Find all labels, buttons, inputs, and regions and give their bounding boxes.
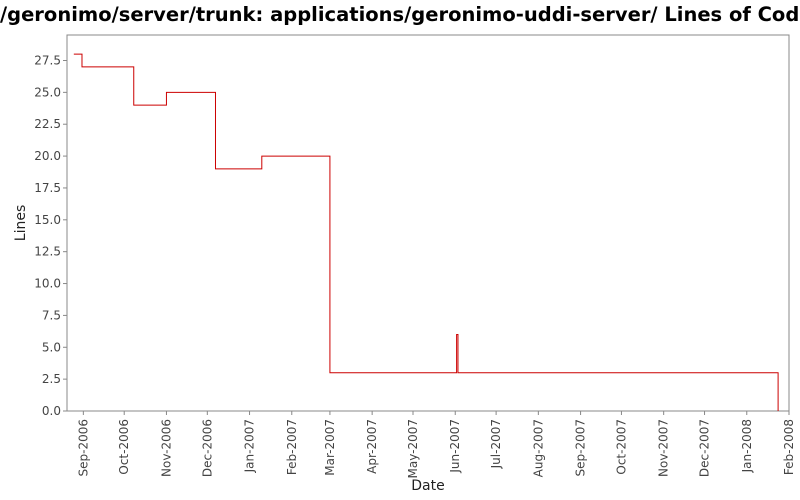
y-tick-label: 27.5 bbox=[34, 53, 61, 67]
y-tick-label: 25.0 bbox=[34, 85, 61, 99]
x-tick-label: Aug-2007 bbox=[531, 419, 545, 477]
y-tick-label: 20.0 bbox=[34, 149, 61, 163]
y-axis-ticks: 0.0 2.5 5.0 7.5 10.0 12.5 15.0 17.5 20.0 22.5 25.0… bbox=[34, 53, 67, 418]
series-line bbox=[73, 53, 779, 411]
y-tick-label: 15.0 bbox=[34, 213, 61, 227]
y-tick-label: 7.5 bbox=[42, 308, 61, 322]
x-tick-label: Jan-2007 bbox=[243, 419, 257, 473]
y-tick-label: 22.5 bbox=[34, 117, 61, 131]
x-tick-label: Jan-2008 bbox=[740, 419, 754, 473]
x-tick-label: Mar-2007 bbox=[323, 419, 337, 476]
x-tick-label: Nov-2006 bbox=[159, 419, 173, 477]
x-tick-label: Sep-2006 bbox=[76, 419, 90, 477]
y-axis-label: Lines bbox=[13, 205, 29, 241]
x-tick-label: May-2007 bbox=[406, 419, 420, 478]
x-tick-label: Oct-2006 bbox=[117, 419, 131, 475]
x-axis-ticks: Sep-2006 Oct-2006 Nov-2006 Dec-2006 Jan-2007… bbox=[76, 411, 796, 478]
y-tick-label: 0.0 bbox=[42, 404, 61, 418]
plot-area bbox=[66, 34, 790, 412]
chart-title: /geronimo/server/trunk: applications/ger… bbox=[0, 3, 800, 26]
x-tick-label: Jun-2007 bbox=[448, 419, 462, 474]
y-tick-label: 5.0 bbox=[42, 340, 61, 354]
x-tick-label: Dec-2006 bbox=[200, 419, 214, 477]
x-tick-label: Nov-2007 bbox=[657, 419, 671, 477]
x-tick-label: Sep-2007 bbox=[574, 419, 588, 477]
x-tick-label: Feb-2008 bbox=[782, 419, 796, 475]
x-axis-label: Date bbox=[411, 478, 444, 494]
x-tick-label: Dec-2007 bbox=[698, 419, 712, 477]
y-tick-label: 17.5 bbox=[34, 181, 61, 195]
x-tick-label: Apr-2007 bbox=[365, 419, 379, 474]
y-tick-label: 10.0 bbox=[34, 277, 61, 291]
y-tick-label: 2.5 bbox=[42, 372, 61, 386]
series-layer bbox=[73, 53, 779, 411]
x-tick-label: Feb-2007 bbox=[285, 419, 299, 475]
x-tick-label: Jul-2007 bbox=[489, 419, 503, 469]
y-tick-label: 12.5 bbox=[34, 245, 61, 259]
x-tick-label: Oct-2007 bbox=[614, 419, 628, 475]
